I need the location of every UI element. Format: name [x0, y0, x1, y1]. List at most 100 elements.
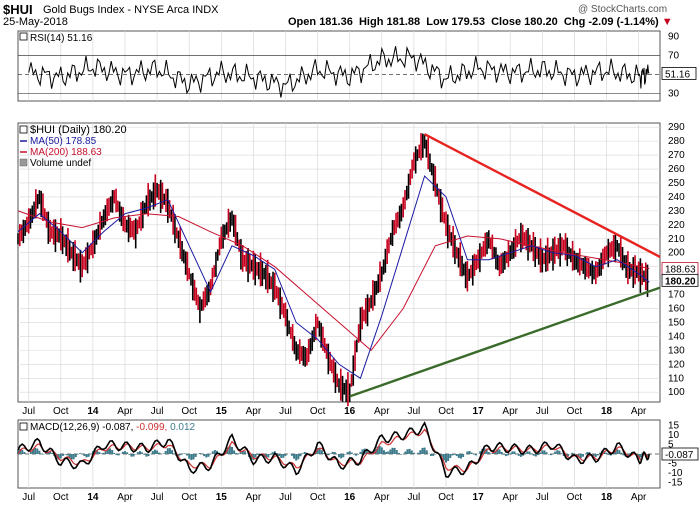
- price-tick-label: 250: [668, 178, 685, 189]
- price-tick-label: 260: [668, 164, 685, 175]
- watermark: @ StockCharts.com: [578, 4, 668, 15]
- macd-x-tick-label: 14: [87, 492, 99, 503]
- price-x-tick-label: Apr: [631, 406, 647, 417]
- open-value: 181.36: [319, 16, 353, 28]
- price-x-tick-label: 14: [87, 406, 99, 417]
- price-tick-label: 210: [668, 234, 685, 245]
- macd-x-tick-label: Apr: [502, 492, 518, 503]
- price-tick-label: 240: [668, 192, 685, 203]
- price-x-tick-label: Apr: [117, 406, 133, 417]
- price-tick-label: 270: [668, 150, 685, 161]
- macd-x-tick-label: Oct: [567, 492, 583, 503]
- chart-date: 25-May-2018: [3, 16, 68, 28]
- price-tick-label: 140: [668, 331, 685, 342]
- macd-value-label: -0.087: [665, 450, 694, 461]
- resistance-trendline: [424, 133, 661, 258]
- rsi-value-label: 51.16: [665, 69, 690, 80]
- rsi-line: [28, 45, 650, 98]
- low-value: 179.53: [451, 16, 485, 28]
- macd-x-tick-label: 15: [216, 492, 228, 503]
- ma50-legend: MA(50) 178.85: [30, 136, 97, 147]
- macd-x-tick-label: Oct: [181, 492, 197, 503]
- ma200-legend: MA(200) 188.63: [30, 147, 102, 158]
- close-value: 180.20: [524, 16, 558, 28]
- price-x-tick-label: 16: [344, 406, 356, 417]
- price-tick-label: 150: [668, 317, 685, 328]
- price-x-tick-label: Oct: [53, 406, 69, 417]
- macd-x-tick-label: 18: [601, 492, 613, 503]
- macd-value-tag: [661, 447, 699, 461]
- macd-x-tick-label: Oct: [438, 492, 454, 503]
- chg-value: -2.09 (-1.14%): [588, 16, 659, 28]
- volume-legend: Volume undef: [30, 158, 91, 169]
- open-label: Open: [288, 16, 317, 28]
- rsi-legend: RSI(14) 51.16: [30, 33, 93, 44]
- price-legend-swatch: [19, 125, 28, 134]
- macd-x-tick-label: Jul: [536, 492, 549, 503]
- macd-x-tick-label: Jul: [408, 492, 421, 503]
- low-label: Low: [426, 16, 449, 28]
- ticker-symbol: $HUI: [3, 2, 33, 17]
- macd-legend-part: -0.087,: [102, 422, 136, 433]
- price-tick-label: 170: [668, 290, 685, 301]
- price-x-tick-label: Apr: [374, 406, 390, 417]
- macd-line: [17, 421, 651, 478]
- price-x-tick-label: Jul: [536, 406, 549, 417]
- macd-tick-label: 10: [668, 430, 680, 441]
- macd-x-tick-label: 17: [473, 492, 485, 503]
- price-tick-label: 220: [668, 220, 685, 231]
- macd-legend: MACD(12,26,9) -0.087, -0.099, 0.012: [30, 422, 196, 433]
- price-x-tick-label: 15: [216, 406, 228, 417]
- macd-x-tick-label: Jul: [151, 492, 164, 503]
- rsi-value-tag: [661, 67, 697, 80]
- price-x-tick-label: Apr: [246, 406, 262, 417]
- price-tick-label: 160: [668, 304, 685, 315]
- price-x-tick-label: Apr: [502, 406, 518, 417]
- price-x-tick-label: Oct: [310, 406, 326, 417]
- macd-x-tick-label: Jul: [22, 492, 35, 503]
- ma200-value-label: 188.63: [665, 265, 696, 276]
- macd-legend-swatch: [19, 422, 28, 431]
- price-x-tick-label: Jul: [151, 406, 164, 417]
- price-tick-label: 290: [668, 122, 685, 133]
- macd-x-tick-label: Apr: [631, 492, 647, 503]
- quote-strip: Open 181.36 High 181.88 Low 179.53 Close…: [288, 16, 673, 28]
- price-x-tick-label: Jul: [408, 406, 421, 417]
- exchange-label: INDX: [192, 4, 219, 16]
- rsi-tick-label: 30: [668, 88, 680, 99]
- volume-legend-swatch: [19, 158, 28, 167]
- price-x-tick-label: Oct: [567, 406, 583, 417]
- macd-x-tick-label: 16: [344, 492, 356, 503]
- close-value-tag: [661, 273, 699, 287]
- macd-x-tick-label: Jul: [279, 492, 292, 503]
- price-tick-label: 100: [668, 387, 685, 398]
- high-label: High: [358, 16, 384, 28]
- price-tick-label: 110: [668, 373, 684, 384]
- macd-histogram: [17, 445, 650, 463]
- macd-x-tick-label: Apr: [117, 492, 133, 503]
- price-tick-label: 280: [668, 136, 685, 147]
- rsi-tick-label: 90: [668, 32, 680, 43]
- support-trendline: [349, 286, 661, 398]
- macd-tick-label: -10: [668, 468, 683, 479]
- down-arrow-icon: ▼: [661, 16, 673, 28]
- price-tick-label: 120: [668, 359, 685, 370]
- rsi-panel-frame: [17, 30, 661, 102]
- price-legend-main: $HUI (Daily) 180.20: [30, 124, 127, 136]
- index-name: Gold Bugs Index - NYSE Arca INDX: [43, 4, 218, 16]
- price-x-tick-label: Jul: [22, 406, 35, 417]
- price-x-tick-label: Jul: [279, 406, 292, 417]
- chg-label: Chg: [563, 16, 586, 28]
- ma50-line: [17, 175, 650, 380]
- price-panel-frame: [17, 122, 661, 403]
- price-bars: [17, 133, 649, 407]
- price-tick-label: 130: [668, 345, 685, 356]
- high-value: 181.88: [386, 16, 421, 28]
- macd-legend-part: -0.099,: [136, 422, 170, 433]
- rsi-legend-swatch: [19, 32, 28, 41]
- macd-x-tick-label: Apr: [374, 492, 390, 503]
- price-tick-label: 200: [668, 248, 685, 259]
- close-value-label: 180.20: [665, 276, 696, 287]
- price-x-tick-label: 18: [601, 406, 613, 417]
